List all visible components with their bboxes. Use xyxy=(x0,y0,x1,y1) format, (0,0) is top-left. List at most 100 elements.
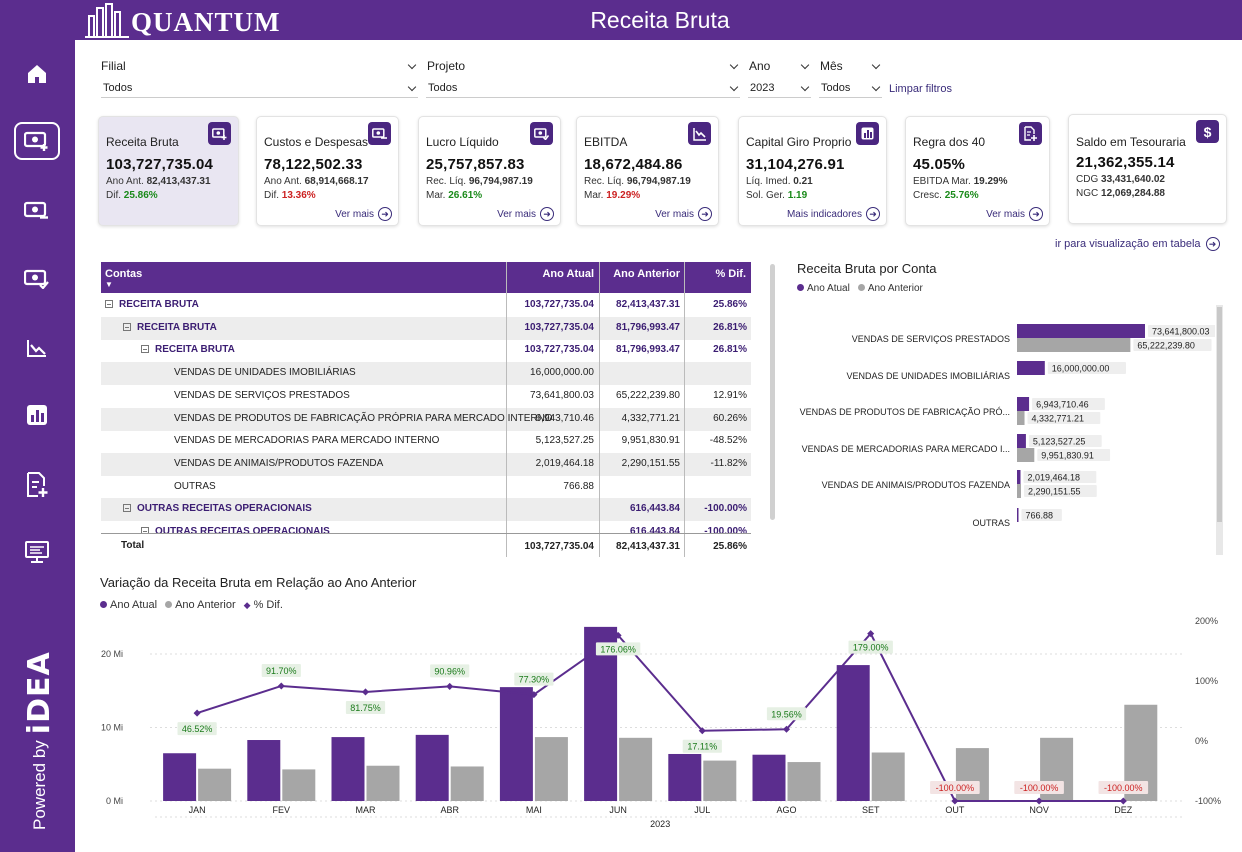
collapse-icon[interactable] xyxy=(141,345,149,354)
collapse-icon[interactable] xyxy=(123,322,131,331)
bar-ano-anterior xyxy=(1017,338,1131,352)
kpi-card-regra-40[interactable]: Regra dos 40 45.05% EBITDA Mar. 19.29% Cres… xyxy=(905,116,1050,226)
bar-ano-atual xyxy=(331,737,365,801)
col-header-ano-anterior[interactable]: Ano Anterior xyxy=(613,268,680,280)
table-scrollbar[interactable] xyxy=(770,264,775,520)
data-label-dif: -100.00% xyxy=(1104,783,1143,793)
kpi-card-ebitda[interactable]: EBITDA 18,672,484.86 Rec. Líq. 96,794,987.… xyxy=(576,116,719,226)
trend-down-icon[interactable] xyxy=(20,331,54,365)
data-label-dif: 91.70% xyxy=(266,666,297,676)
cell-ano-atual: 103,727,735.04 xyxy=(524,344,594,356)
legend-ano-anterior[interactable]: Ano Anterior xyxy=(165,599,236,611)
doc-add-icon[interactable] xyxy=(20,468,54,502)
kpi-title: EBITDA xyxy=(584,135,628,149)
filter-ano-label: Ano xyxy=(749,59,771,73)
filter-projeto-header[interactable] xyxy=(426,57,740,75)
clear-filters-link[interactable]: Limpar filtros xyxy=(889,83,952,95)
collapse-icon[interactable] xyxy=(123,504,131,513)
revenue-minus-icon[interactable] xyxy=(368,122,391,145)
data-label-bg xyxy=(1047,362,1127,374)
collapse-icon[interactable] xyxy=(105,300,113,308)
revenue-check-icon[interactable] xyxy=(530,122,553,145)
filter-filial-select[interactable]: Todos xyxy=(101,79,418,98)
point-dif xyxy=(951,797,959,805)
cell-dif: 26.81% xyxy=(713,321,747,333)
cell-ano-anterior: 616,443.84 xyxy=(629,503,680,515)
revenue-add-icon[interactable] xyxy=(208,122,231,145)
legend-dif[interactable]: ◆% Dif. xyxy=(243,599,283,611)
cell-ano-anterior: 81,796,993.47 xyxy=(616,321,680,333)
table-row[interactable]: OUTRAS RECEITAS OPERACIONAIS 616,443.84 -1… xyxy=(101,498,751,522)
chevron-down-icon xyxy=(800,60,810,70)
col-header-dif[interactable]: % Dif. xyxy=(715,268,746,280)
kpi-card-capital-giro[interactable]: Capital Giro Proprio 31,104,276.91 Líq. Im… xyxy=(738,116,887,226)
filter-ano-select[interactable]: 2023 xyxy=(748,79,811,98)
cell-dif: 25.86% xyxy=(713,299,747,310)
filter-filial-header[interactable] xyxy=(101,57,418,75)
table-row[interactable]: VENDAS DE UNIDADES IMOBILIÁRIAS 16,000,00… xyxy=(101,362,751,386)
legend-ano-atual[interactable]: Ano Atual xyxy=(100,599,157,611)
table-view-link[interactable]: ir para visualização em tabela ➜ xyxy=(1055,237,1220,251)
col-header-contas[interactable]: Contas xyxy=(105,268,143,280)
point-dif xyxy=(193,709,201,717)
chevron-down-icon xyxy=(729,60,739,70)
top-bar: QUANTUM Receita Bruta xyxy=(75,0,1242,40)
kpi-card-saldo-tesouraria[interactable]: $ Saldo em Tesouraria 21,362,355.14 CDG 33,… xyxy=(1068,114,1227,224)
collapse-icon[interactable] xyxy=(141,527,149,533)
trend-down-icon[interactable] xyxy=(688,122,711,145)
row-label: VENDAS DE SERVIÇOS PRESTADOS xyxy=(174,389,350,401)
bar-chart-icon[interactable] xyxy=(856,122,879,145)
data-label-bg xyxy=(848,640,893,654)
table-row[interactable]: VENDAS DE ANIMAIS/PRODUTOS FAZENDA 2,019,… xyxy=(101,452,751,476)
monitor-icon[interactable] xyxy=(20,535,54,569)
x-tick-label: OUT xyxy=(945,805,965,815)
see-more-link[interactable]: Ver mais ➜ xyxy=(986,207,1043,221)
see-more-link[interactable]: Ver mais ➜ xyxy=(497,207,554,221)
dollar-icon[interactable]: $ xyxy=(1196,120,1219,143)
bar-ano-atual xyxy=(247,740,281,801)
filter-filial-value: Todos xyxy=(103,82,133,94)
kpi-card-custos-despesas[interactable]: Custos e Despesas 78,122,502.33 Ano Ant. 6… xyxy=(256,116,399,226)
table-row[interactable]: RECEITA BRUTA 103,727,735.04 81,796,993.47… xyxy=(101,316,751,340)
bar-chart-icon[interactable] xyxy=(20,398,54,432)
kpi-card-lucro-liquido[interactable]: Lucro Líquido 25,757,857.83 Rec. Líq. 96,7… xyxy=(418,116,561,226)
filter-projeto-select[interactable]: Todos xyxy=(426,79,740,98)
table-row[interactable]: RECEITA BRUTA 103,727,735.04 81,796,993.47… xyxy=(101,339,751,362)
table-row[interactable]: RECEITA BRUTA 103,727,735.04 82,413,437.31… xyxy=(101,294,751,317)
table-row[interactable]: OUTRAS RECEITAS OPERACIONAIS 616,443.84 -1… xyxy=(101,521,751,533)
combo-chart-legend: Ano Atual Ano Anterior ◆% Dif. xyxy=(100,599,283,611)
table-header: Contas ▼ Ano Atual Ano Anterior % Dif. xyxy=(101,262,751,293)
filter-ano-header[interactable] xyxy=(748,57,811,75)
kpi-card-receita-bruta[interactable]: Receita Bruta 103,727,735.04 Ano Ant. 82,4… xyxy=(98,116,239,226)
data-label: 6,943,710.46 xyxy=(1036,400,1089,410)
table-row[interactable]: VENDAS DE SERVIÇOS PRESTADOS 73,641,800.0… xyxy=(101,385,751,408)
data-label-bg xyxy=(1021,509,1062,521)
legend-ano-anterior[interactable]: Ano Anterior xyxy=(857,283,923,294)
home-icon[interactable] xyxy=(20,57,54,91)
see-more-link[interactable]: Mais indicadores ➜ xyxy=(787,207,880,221)
kpi-value: 45.05% xyxy=(913,156,966,173)
col-header-ano-atual[interactable]: Ano Atual xyxy=(542,268,594,280)
revenue-matrix-table: Contas ▼ Ano Atual Ano Anterior % Dif. R… xyxy=(101,262,751,557)
chevron-down-icon xyxy=(871,60,881,70)
table-row[interactable]: OUTRAS 766.88 xyxy=(101,476,751,499)
revenue-check-icon[interactable] xyxy=(20,262,54,296)
filter-mes-header[interactable] xyxy=(819,57,882,75)
table-row[interactable]: VENDAS DE MERCADORIAS PARA MERCADO INTER… xyxy=(101,430,751,453)
revenue-add-icon[interactable] xyxy=(14,122,60,160)
row-label: VENDAS DE PRODUTOS DE FABRICAÇÃO PRÓPRIA… xyxy=(174,412,553,424)
bar-ano-anterior xyxy=(1017,411,1025,425)
see-more-link[interactable]: Ver mais ➜ xyxy=(335,207,392,221)
see-more-link[interactable]: Ver mais ➜ xyxy=(655,207,712,221)
cell-ano-atual: 103,727,735.04 xyxy=(524,299,594,310)
filter-mes-select[interactable]: Todos xyxy=(819,79,882,98)
doc-add-icon[interactable] xyxy=(1019,122,1042,145)
data-label: 16,000,000.00 xyxy=(1052,364,1110,374)
bar-chart-scrollbar[interactable] xyxy=(1216,305,1223,555)
sort-down-icon[interactable]: ▼ xyxy=(105,280,113,289)
y-right-tick: 100% xyxy=(1195,676,1218,686)
table-row[interactable]: VENDAS DE PRODUTOS DE FABRICAÇÃO PRÓPRIA… xyxy=(101,407,751,431)
category-label: VENDAS DE ANIMAIS/PRODUTOS FAZENDA xyxy=(822,480,1010,490)
legend-ano-atual[interactable]: Ano Atual xyxy=(797,283,850,294)
revenue-minus-icon[interactable] xyxy=(20,194,54,228)
